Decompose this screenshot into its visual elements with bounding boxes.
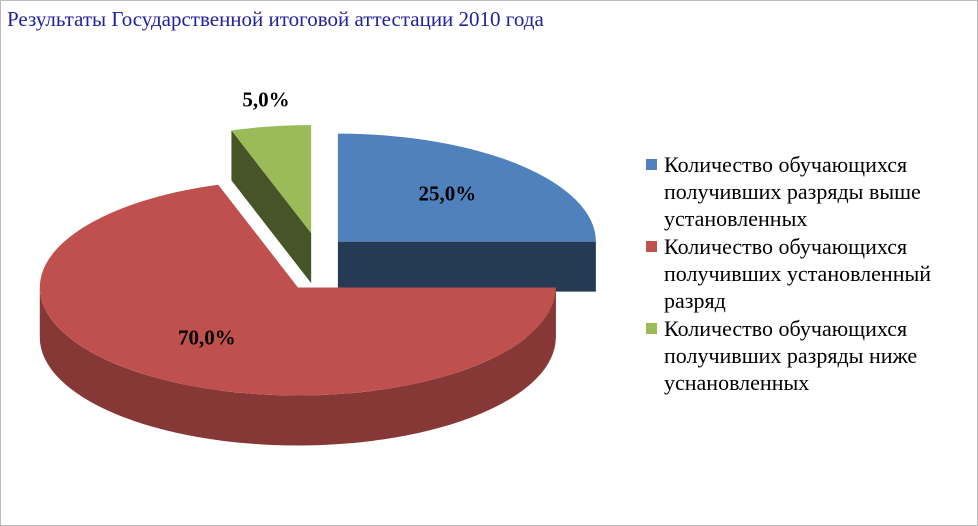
legend-swatch <box>646 159 657 170</box>
chart-title: Результаты Государственной итоговой атте… <box>7 7 544 31</box>
legend-label: Количество обучающихся получивших разряд… <box>664 316 918 395</box>
slice <box>231 125 312 234</box>
slice-cut-face <box>231 130 312 284</box>
slice-cut-face <box>337 241 596 292</box>
data-label: 70,0% <box>178 326 236 350</box>
pie-area: 25,0% 70,0% 5,0% <box>39 87 596 446</box>
data-label: 25,0% <box>418 182 476 206</box>
slice <box>39 184 556 396</box>
slice <box>337 133 596 242</box>
legend-item: Количество обучающихся получивших разряд… <box>646 151 976 232</box>
legend-label: Количество обучающихся получивших устано… <box>664 234 932 313</box>
slice-side <box>39 287 556 446</box>
data-label: 5,0% <box>242 87 289 111</box>
legend-label: Количество обучающихся получивших разряд… <box>664 152 921 231</box>
legend-swatch <box>646 241 657 252</box>
legend-item: Количество обучающихся получивших разряд… <box>646 315 976 396</box>
legend-item: Количество обучающихся получивших устано… <box>646 233 976 314</box>
slice <box>231 125 312 284</box>
legend-swatch <box>646 323 657 334</box>
slice <box>39 184 556 446</box>
slice <box>337 133 596 292</box>
legend: Количество обучающихся получивших разряд… <box>646 151 976 397</box>
